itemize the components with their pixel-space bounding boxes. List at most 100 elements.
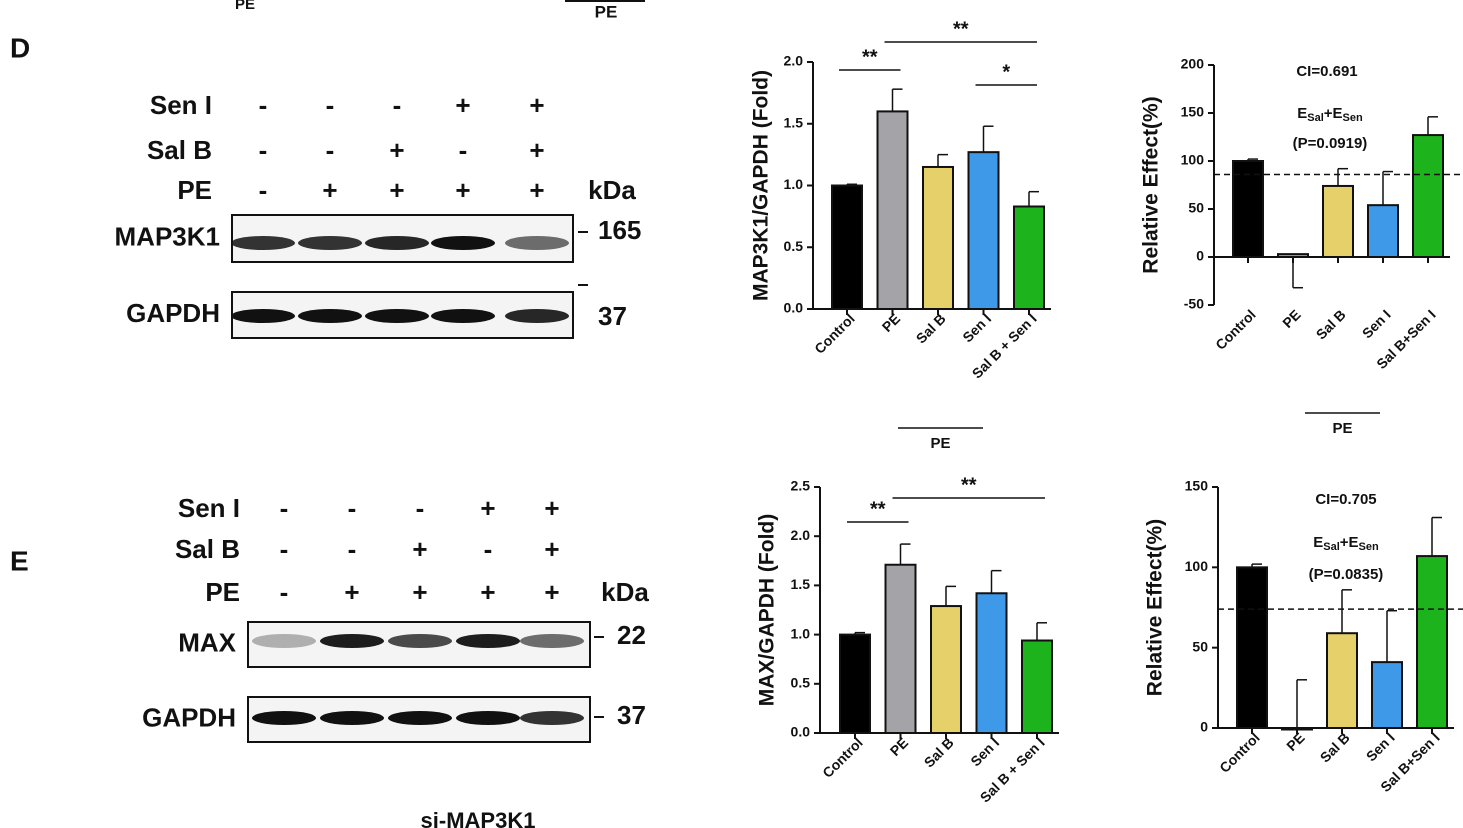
p-value: (P=0.0835)	[1309, 566, 1384, 583]
ci-note: CI=0.691	[1296, 63, 1357, 80]
effect-label-part: +E	[1324, 105, 1343, 122]
y-tick-label: 0.5	[791, 675, 811, 691]
y-tick-label: 0.0	[791, 724, 811, 740]
bar	[876, 110, 909, 311]
fragment-label: PE	[595, 2, 618, 21]
treatment-sign: -	[484, 534, 493, 564]
x-tick-label: Sal B	[921, 734, 957, 770]
treatment-sign: -	[348, 493, 357, 523]
size-marker: 37	[617, 700, 646, 730]
treatment-label: Sen I	[178, 493, 240, 523]
unit-label: kDa	[588, 175, 636, 205]
treatment-sign: +	[322, 175, 337, 205]
effect-label-part: Sen	[1343, 112, 1363, 124]
treatment-sign: -	[326, 90, 335, 120]
y-tick-label: 0	[1200, 719, 1208, 735]
band-label: MAP3K1	[115, 221, 220, 251]
treatment-sign: +	[544, 493, 559, 523]
effect-label-part: Sen	[1359, 541, 1379, 553]
fragment-label: si-MAP3K1	[421, 808, 536, 828]
significance-label: **	[961, 474, 977, 496]
blot-band	[505, 309, 569, 323]
y-axis-label: MAX/GAPDH (Fold)	[756, 514, 779, 706]
group-label: PE	[1332, 420, 1352, 437]
significance-label: **	[870, 498, 886, 520]
treatment-sign: -	[326, 135, 335, 165]
treatment-sign: -	[280, 577, 289, 607]
blot-band	[231, 309, 295, 323]
treatment-label: PE	[205, 577, 240, 607]
blot-band	[365, 309, 429, 323]
treatment-sign: -	[259, 175, 268, 205]
y-tick-label: 2.0	[784, 53, 804, 69]
y-tick-label: 50	[1188, 200, 1204, 216]
panel-label: E	[10, 545, 29, 576]
y-tick-label: 0.5	[784, 238, 804, 254]
blot-band	[252, 711, 316, 725]
x-tick-label: PE	[887, 734, 912, 759]
bar	[839, 633, 871, 734]
y-axis-label: Relative Effect(%)	[1140, 96, 1163, 273]
x-tick-label: Control	[1212, 306, 1259, 353]
treatment-sign: -	[280, 534, 289, 564]
blot-band	[252, 634, 316, 648]
y-tick-label: 100	[1185, 558, 1209, 574]
group-label: PE	[930, 435, 950, 452]
blot-band	[320, 634, 384, 648]
x-tick-label: PE	[1283, 729, 1308, 754]
blot-band	[231, 236, 295, 250]
treatment-sign: -	[259, 90, 268, 120]
treatment-sign: +	[455, 90, 470, 120]
treatment-sign: -	[348, 534, 357, 564]
unit-label: kDa	[601, 577, 649, 607]
significance-label: *	[1002, 61, 1010, 83]
bar	[1371, 661, 1403, 729]
treatment-sign: -	[416, 493, 425, 523]
bar	[1416, 555, 1448, 729]
band-label: GAPDH	[126, 298, 220, 328]
panel-label: D	[10, 32, 30, 63]
x-tick-label: Control	[819, 734, 866, 781]
bar	[1367, 204, 1399, 259]
x-tick-label: Sal B	[913, 310, 949, 346]
y-tick-label: 2.0	[791, 527, 811, 543]
treatment-sign: +	[529, 175, 544, 205]
blot-band	[298, 236, 362, 250]
blot-band	[365, 236, 429, 250]
significance-label: **	[953, 18, 969, 40]
bar	[1232, 160, 1264, 258]
y-tick-label: 50	[1192, 638, 1208, 654]
blot-band	[456, 711, 520, 725]
effect-label-part: Sal	[1307, 112, 1324, 124]
treatment-sign: +	[344, 577, 359, 607]
effect-label: ESal+ESen	[1313, 534, 1379, 553]
blot-band	[520, 711, 584, 725]
treatment-sign: -	[459, 135, 468, 165]
blot-band	[320, 711, 384, 725]
treatment-label: PE	[177, 175, 212, 205]
effect-label-part: Sal	[1323, 541, 1340, 553]
ci-note: CI=0.705	[1315, 491, 1376, 508]
bar	[1412, 134, 1444, 258]
treatment-sign: +	[480, 577, 495, 607]
x-tick-label: Sen I	[1363, 729, 1398, 764]
treatment-sign: +	[529, 90, 544, 120]
treatment-sign: -	[259, 135, 268, 165]
y-tick-label: 200	[1181, 56, 1205, 72]
significance-label: **	[862, 46, 878, 68]
treatment-sign: +	[544, 577, 559, 607]
effect-label-part: +E	[1340, 534, 1359, 551]
size-marker: 22	[617, 620, 646, 650]
bar	[1236, 566, 1268, 729]
x-tick-label: PE	[1279, 306, 1304, 331]
effect-label: ESal+ESen	[1297, 105, 1363, 124]
y-tick-label: 1.0	[784, 176, 804, 192]
treatment-sign: -	[280, 493, 289, 523]
bar	[1021, 639, 1053, 735]
treatment-sign: +	[544, 534, 559, 564]
x-tick-label: Sen I	[959, 310, 994, 345]
bar	[967, 151, 1000, 310]
effect-label-part: E	[1297, 105, 1307, 122]
effect-label-part: E	[1313, 534, 1323, 551]
bar	[930, 605, 962, 735]
